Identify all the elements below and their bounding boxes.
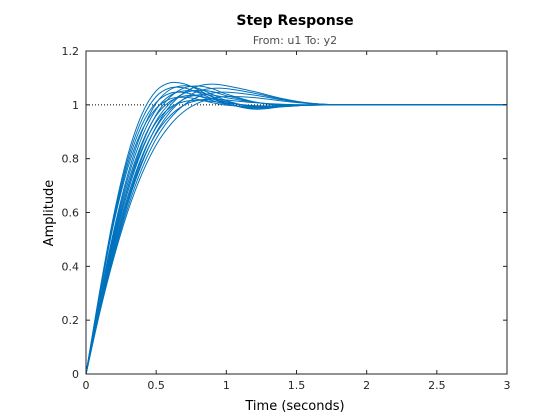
y-axis-label: Amplitude	[42, 180, 57, 247]
y-tick-label: 0	[72, 368, 79, 381]
x-tick-label: 1	[223, 379, 230, 392]
tick-layer: 0 0.5 1 1.5 2 2.5 3 0 0.2 0.4 0.6 0.8 1 1.2	[62, 45, 511, 392]
y-tick-label: 0.2	[62, 314, 80, 327]
y-tick-label: 1.2	[62, 45, 80, 58]
y-tick-label: 0.8	[62, 153, 80, 166]
y-tick-label: 0.4	[62, 260, 80, 273]
x-tick-label: 2	[363, 379, 370, 392]
series-layer	[85, 81, 507, 375]
series-line-16	[85, 83, 507, 375]
x-tick-label: 2.5	[428, 379, 446, 392]
chart-title: Step Response	[236, 13, 353, 29]
x-tick-label: 0.5	[147, 379, 165, 392]
x-tick-label: 3	[504, 379, 511, 392]
y-tick-label: 0.6	[62, 207, 80, 220]
chart-subtitle: From: u1 To: y2	[253, 34, 337, 47]
x-tick-label: 1.5	[288, 379, 306, 392]
x-tick-label: 0	[83, 379, 90, 392]
x-axis-label: Time (seconds)	[244, 399, 344, 414]
y-tick-label: 1	[72, 99, 79, 112]
